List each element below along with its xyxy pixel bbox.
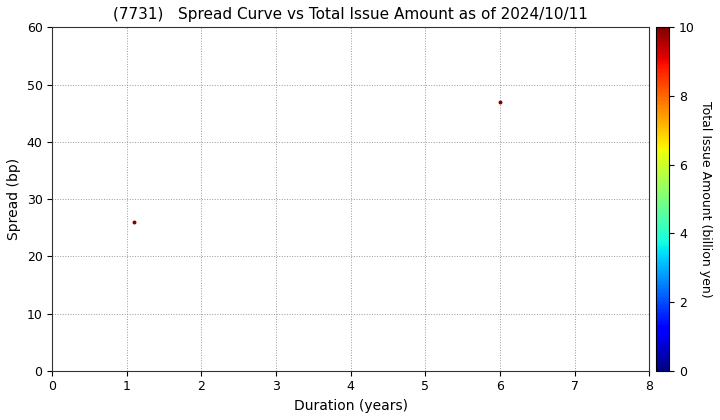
Y-axis label: Spread (bp): Spread (bp)	[7, 158, 21, 240]
Title: (7731)   Spread Curve vs Total Issue Amount as of 2024/10/11: (7731) Spread Curve vs Total Issue Amoun…	[113, 7, 588, 22]
Point	[129, 218, 140, 225]
X-axis label: Duration (years): Duration (years)	[294, 399, 408, 413]
Y-axis label: Total Issue Amount (billion yen): Total Issue Amount (billion yen)	[698, 101, 711, 297]
Point	[494, 98, 505, 105]
